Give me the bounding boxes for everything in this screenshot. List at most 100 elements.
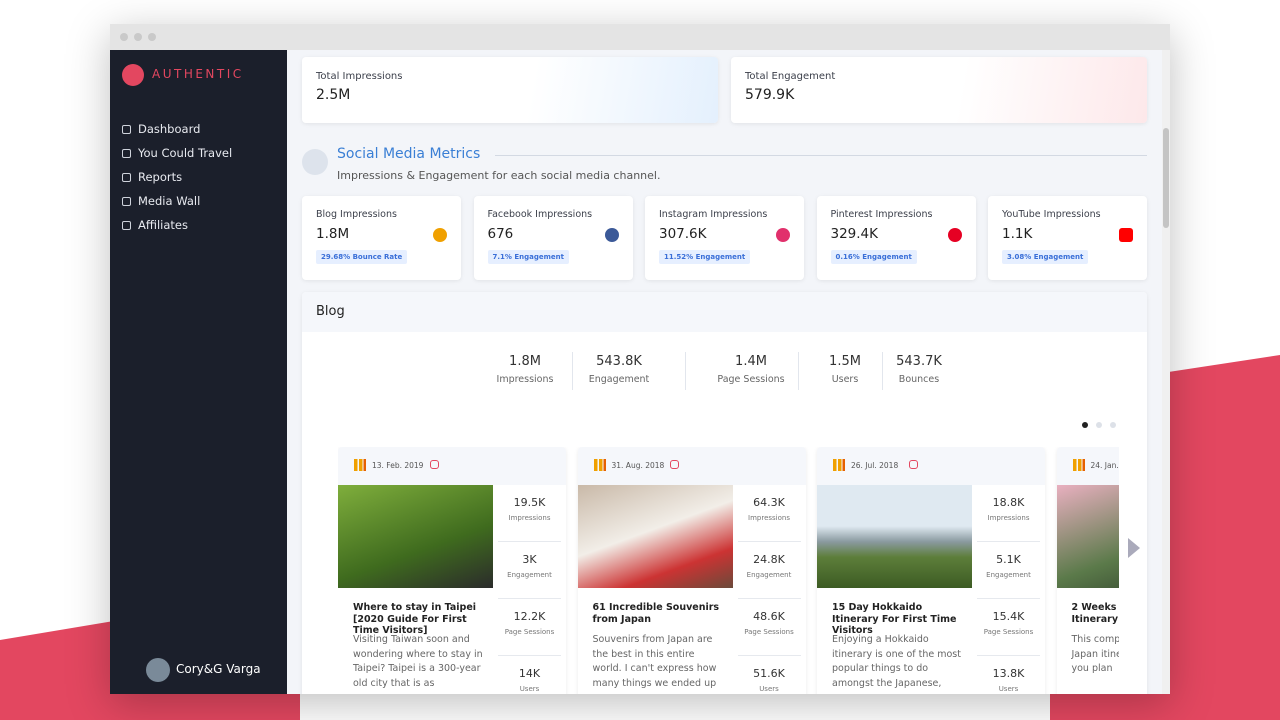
channel-icon (1119, 228, 1133, 242)
stat-value: 1.5M (829, 354, 861, 369)
post-excerpt: Enjoying a Hokkaido itinerary is one of … (832, 634, 961, 689)
channel-value: 676 (487, 226, 514, 242)
nav-icon[interactable] (122, 221, 131, 230)
metric-value: 48.6K (753, 610, 785, 623)
post-image (817, 485, 972, 588)
blog-icon (1072, 459, 1085, 471)
channel-badge: 11.52% Engagement (659, 250, 751, 264)
nav-item[interactable]: You Could Travel (138, 146, 233, 160)
stat-value: 1.8M (509, 354, 541, 369)
post-title[interactable]: 61 Incredible Souvenirs from Japan (592, 602, 720, 625)
total-value: 579.9K (745, 87, 795, 103)
post-date: 31. Aug. 2018 (611, 461, 665, 470)
post-card[interactable]: 24. Jan. 2 Weeks in Japan Itinerary [2020… (1056, 447, 1120, 694)
metric-label: Engagement (746, 571, 792, 579)
blog-icon (354, 459, 366, 471)
channel-card: Pinterest Impressions 329.4K 0.16% Engagem… (816, 196, 976, 280)
post-title[interactable]: 15 Day Hokkaido Itinerary For First Time… (832, 602, 957, 636)
metric-divider (498, 541, 561, 542)
post-link-icon[interactable] (909, 460, 918, 469)
browser-window: AUTHENTIC Dashboard You Could Travel Report… (110, 24, 1170, 694)
metric-value: 13.8K (992, 667, 1025, 680)
metric-value: 3K (522, 553, 537, 566)
post-header (1056, 447, 1119, 485)
stat-value: 543.7K (896, 354, 942, 369)
nav-item[interactable]: Dashboard (138, 122, 201, 136)
channel-badge: 0.16% Engagement (830, 250, 917, 264)
stat-label: Bounces (898, 374, 940, 385)
metric-value: 51.6K (753, 667, 785, 680)
post-strip: 13. Feb. 2019 Where to stay in Taipei [20… (338, 447, 1119, 694)
metric-label: Users (519, 685, 540, 693)
brand: AUTHENTIC (152, 67, 244, 81)
nav-item[interactable]: Affiliates (138, 218, 188, 232)
nav-icon[interactable] (122, 125, 131, 134)
metric-value: 64.3K (753, 496, 785, 509)
stat-divider (798, 352, 799, 390)
stat-divider (572, 352, 573, 390)
window-dot (134, 33, 142, 41)
window-dot (120, 33, 128, 41)
stat-label: Impressions (496, 374, 554, 385)
blog-title: Blog (316, 304, 345, 319)
post-link-icon[interactable] (430, 460, 439, 469)
post-date: 24. Jan. (1090, 461, 1119, 470)
metric-value: 19.5K (513, 496, 546, 509)
total-card: Total Engagement 579.9K (731, 57, 1147, 123)
next-arrow[interactable] (1128, 538, 1140, 558)
stat-value: 543.8K (596, 354, 642, 369)
stat-label: Engagement (588, 374, 650, 385)
stat-label: Users (831, 374, 859, 385)
metric-label: Users (759, 685, 779, 693)
channel-badge: 7.1% Engagement (487, 250, 569, 264)
channel-value: 329.4K (830, 226, 879, 242)
metric-label: Engagement (986, 571, 1031, 579)
channel-label: YouTube Impressions (1002, 209, 1101, 220)
scrollbar[interactable] (1162, 50, 1170, 694)
metric-value: 14K (518, 667, 541, 680)
post-card[interactable]: 31. Aug. 2018 61 Incredible Souvenirs fro… (577, 447, 806, 694)
stat-label: Page Sessions (717, 374, 785, 385)
metric-divider (737, 541, 801, 542)
section-rule (495, 155, 1147, 156)
metric-divider (737, 598, 801, 599)
post-title[interactable]: 2 Weeks in Japan Itinerary [2020 Guide] (1071, 602, 1120, 625)
nav-icon[interactable] (122, 197, 131, 206)
channel-icon (947, 228, 962, 242)
post-card[interactable]: 13. Feb. 2019 Where to stay in Taipei [20… (338, 447, 566, 694)
metric-label: Impressions (987, 514, 1030, 522)
carousel-dot[interactable] (1096, 422, 1102, 428)
post-link-icon[interactable] (669, 460, 679, 469)
metric-value: 12.2K (513, 610, 546, 623)
blog-header (302, 292, 1147, 332)
channel-badge: 29.68% Bounce Rate (316, 250, 408, 264)
metric-label: Page Sessions (744, 628, 794, 636)
user-name[interactable]: Cory&G Varga (176, 662, 261, 676)
post-image (1056, 485, 1119, 588)
metric-divider (737, 655, 801, 656)
carousel-dot[interactable] (1110, 422, 1116, 428)
blog-icon (833, 459, 845, 471)
scroll-thumb[interactable] (1163, 128, 1169, 228)
metric-label: Users (998, 685, 1019, 693)
metric-divider (977, 598, 1040, 599)
channel-icon (776, 228, 790, 242)
channel-label: Blog Impressions (316, 209, 397, 220)
nav-icon[interactable] (122, 173, 131, 182)
nav-icon[interactable] (122, 149, 131, 158)
post-card[interactable]: 26. Jul. 2018 15 Day Hokkaido Itinerary F… (817, 447, 1045, 694)
post-title[interactable]: Where to stay in Taipei [2020 Guide For … (353, 602, 477, 636)
metric-divider (977, 541, 1040, 542)
channel-badge: 3.08% Engagement (1002, 250, 1089, 264)
nav-item[interactable]: Media Wall (138, 194, 201, 208)
channel-icon (433, 228, 447, 242)
metric-value: 5.1K (996, 553, 1021, 566)
carousel-dot[interactable] (1082, 422, 1088, 428)
channel-card: YouTube Impressions 1.1K 3.08% Engagement (988, 196, 1147, 280)
channel-card: Blog Impressions 1.8M 29.68% Bounce Rate (302, 196, 461, 280)
channel-label: Instagram Impressions (659, 209, 768, 220)
stat-value: 1.4M (735, 354, 767, 369)
nav-item[interactable]: Reports (138, 170, 183, 184)
user-avatar (146, 658, 170, 682)
